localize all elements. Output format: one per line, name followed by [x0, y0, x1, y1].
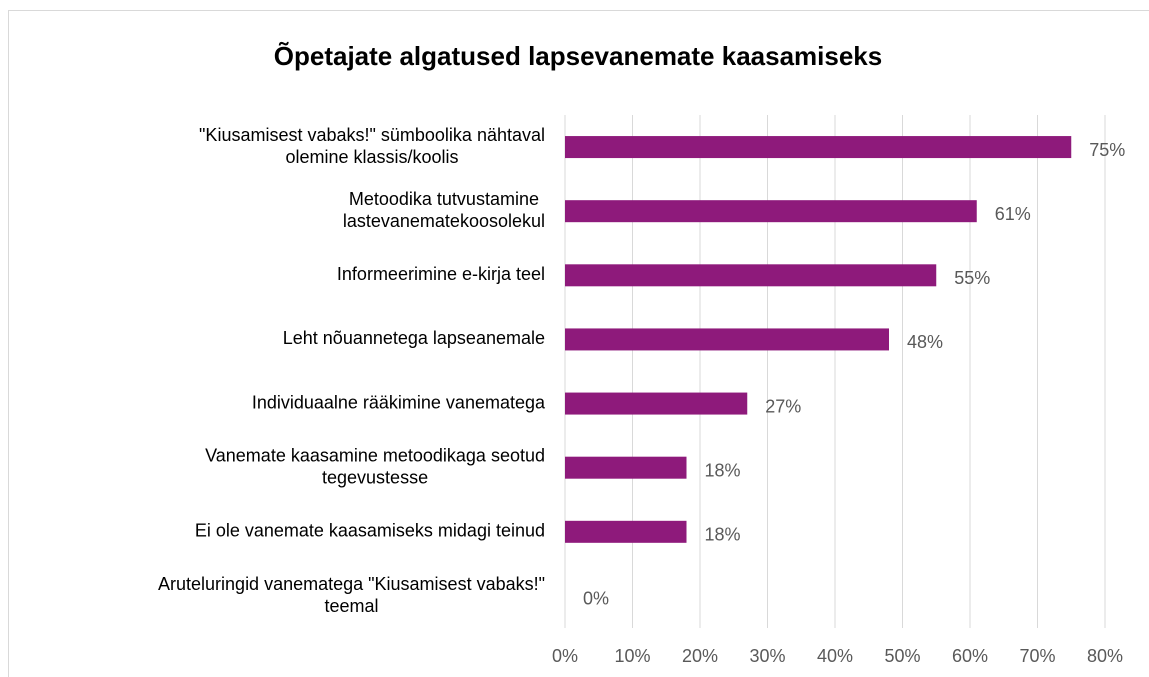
y-tick-label: "Kiusamisest vabaks!" sümboolika nähtava… [199, 125, 545, 167]
value-label: 61% [995, 204, 1031, 224]
bar [565, 520, 687, 543]
bar [565, 264, 937, 287]
y-tick-label: Metoodika tutvustamine lastevanematekooso… [343, 189, 545, 231]
value-label: 27% [765, 396, 801, 416]
value-label: 55% [954, 268, 990, 288]
x-tick-label: 0% [552, 646, 578, 666]
y-tick-label: Aruteluringid vanematega "Kiusamisest va… [158, 574, 545, 616]
y-tick-label: Ei ole vanemate kaasamiseks midagi teinu… [195, 521, 545, 541]
bar [565, 392, 748, 415]
value-label: 0% [583, 589, 609, 609]
x-tick-label: 80% [1087, 646, 1123, 666]
bar [565, 136, 1072, 159]
bar [565, 328, 889, 351]
value-label: 48% [907, 332, 943, 352]
x-tick-label: 20% [682, 646, 718, 666]
x-tick-label: 30% [749, 646, 785, 666]
chart-title: Õpetajate algatused lapsevanemate kaasam… [274, 41, 882, 71]
x-tick-label: 40% [817, 646, 853, 666]
x-tick-label: 70% [1019, 646, 1055, 666]
x-tick-label: 10% [614, 646, 650, 666]
value-label: 18% [705, 460, 741, 480]
y-tick-label: Leht nõuannetega lapseanemale [283, 328, 545, 348]
y-tick-label: Informeerimine e-kirja teel [337, 264, 545, 284]
x-tick-label: 50% [884, 646, 920, 666]
bar [565, 200, 977, 223]
y-tick-label: Vanemate kaasamine metoodikaga seotud teg… [205, 445, 545, 487]
y-tick-label: Individuaalne rääkimine vanematega [252, 392, 546, 412]
bar [565, 456, 687, 479]
x-tick-label: 60% [952, 646, 988, 666]
value-label: 75% [1089, 140, 1125, 160]
value-label: 18% [705, 525, 741, 545]
